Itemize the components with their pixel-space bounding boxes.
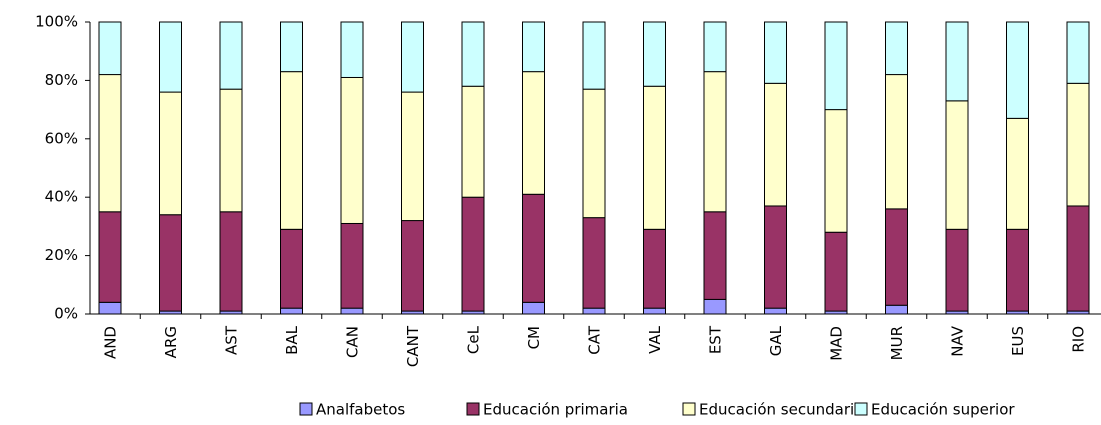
bar-segment [1006,21,1029,119]
bar-segment [703,21,727,73]
bar-segment [945,100,969,230]
x-tick-label: MUR [888,326,906,360]
x-tick-label: NAV [949,325,967,357]
bar-segment [885,304,908,315]
bar-segment [340,76,364,224]
bar-segment [582,88,606,219]
bar-segment [280,71,303,230]
bar-segment [764,21,787,84]
bar-segment [1006,228,1029,312]
x-tick-label: VAL [646,325,664,354]
bar-segment [764,82,787,207]
y-tick-label: 80% [45,71,78,89]
x-tick-label: CM [525,326,543,349]
bar-segment [98,21,122,76]
bar-segment [582,307,606,315]
bar-segment [522,301,545,315]
bar-segment [461,21,485,87]
x-tick-label: ARG [162,326,180,358]
legend-label: Analfabetos [316,401,405,419]
bar-segment [643,307,666,315]
bar-segment [1006,117,1029,230]
legend-label: Educación superior [871,401,1015,419]
x-tick-label: EUS [1009,326,1027,356]
bar-segment [401,21,424,93]
bar-segment [945,228,969,312]
legend-swatch [682,402,696,416]
bar-segment [461,196,485,312]
legend-swatch [466,402,480,416]
bar-segment [522,21,545,73]
y-tick-label: 100% [35,13,78,31]
bar-segment [885,74,908,210]
bar-segment [643,85,666,230]
bar-segment [280,21,303,73]
legend-swatch [299,402,313,416]
x-tick-label: CeL [465,325,483,354]
bar-segment [1066,21,1090,84]
bar-segment [98,301,122,315]
bar-segment [340,21,364,78]
bar-segment [764,205,787,309]
legend-label: Educación primaria [483,401,628,419]
x-tick-label: BAL [283,325,301,355]
bar-segment [219,21,243,90]
bar-segment [340,307,364,315]
x-tick-label: RIO [1070,326,1088,353]
bar-segment [280,307,303,315]
y-tick-label: 0% [54,305,78,323]
bar-segment [340,222,364,309]
bar-segment [401,220,424,312]
x-tick-label: CAT [586,325,604,355]
bar-segment [219,211,243,312]
x-tick-label: CANT [404,325,422,367]
bar-segment [1066,82,1090,207]
x-tick-label: AND [102,326,120,359]
x-tick-label: AST [223,325,241,355]
bar-segment [1066,205,1090,312]
legend-swatch [854,402,868,416]
bar-segment [885,208,908,306]
bar-segment [703,298,727,315]
bar-segment [703,211,727,300]
y-tick-label: 60% [45,129,78,147]
bar-segment [98,74,122,213]
bar-segment [824,231,848,312]
bar-segment [643,21,666,87]
bar-segment [824,109,848,233]
y-tick-label: 40% [45,188,78,206]
bar-segment [401,91,424,222]
bar-segment [522,193,545,303]
y-tick-label: 20% [45,246,78,264]
bar-segment [643,228,666,309]
bar-segment [98,211,122,303]
bar-segment [522,71,545,195]
bar-segment [280,228,303,309]
bar-segment [159,91,182,216]
bar-segment [461,85,485,198]
bar-segment [582,217,606,309]
bar-segment [764,307,787,315]
bar-segment [159,21,182,93]
bar-segment [885,21,908,76]
bar-segment [582,21,606,90]
bar-segment [824,21,848,111]
x-tick-label: MAD [828,326,846,361]
x-tick-label: GAL [767,325,785,356]
bar-segment [159,214,182,312]
x-tick-label: EST [707,325,725,354]
bar-segment [703,71,727,213]
bar-segment [219,88,243,213]
legend-label: Educación secundaria [699,401,863,419]
bar-segment [945,21,969,102]
x-tick-label: CAN [344,326,362,358]
